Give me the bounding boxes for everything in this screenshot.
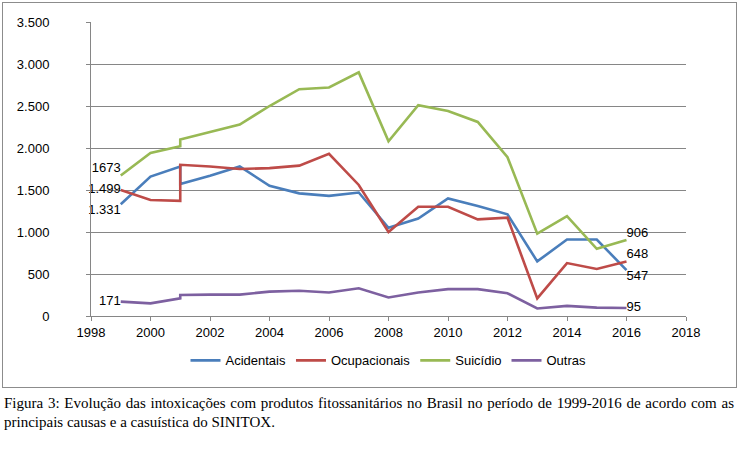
svg-text:1.000: 1.000 [17,225,50,240]
svg-text:1.499: 1.499 [88,181,121,196]
svg-text:Outras: Outras [546,353,586,368]
svg-text:2000: 2000 [136,325,165,340]
svg-text:1.500: 1.500 [17,183,50,198]
svg-text:2002: 2002 [196,325,225,340]
svg-text:0: 0 [42,309,49,324]
svg-text:95: 95 [627,299,641,314]
svg-text:3.000: 3.000 [17,57,50,72]
svg-text:171: 171 [99,293,121,308]
svg-text:3.500: 3.500 [17,15,50,30]
svg-text:Ocupacionais: Ocupacionais [331,353,410,368]
svg-text:Suicídio: Suicídio [455,353,501,368]
svg-text:500: 500 [28,267,50,282]
svg-text:1.331: 1.331 [88,202,121,217]
svg-text:2004: 2004 [255,325,284,340]
svg-text:906: 906 [627,225,649,240]
svg-text:2006: 2006 [315,325,344,340]
svg-text:2010: 2010 [434,325,463,340]
html-text:Figura 3: Evolução das intoxic: Figura 3: Evolução das intoxicações com … [4,395,734,430]
svg-text:2008: 2008 [374,325,403,340]
svg-text:Acidentais: Acidentais [226,353,286,368]
svg-text:648: 648 [627,246,649,261]
svg-text:2.000: 2.000 [17,141,50,156]
svg-text:2.500: 2.500 [17,99,50,114]
svg-text:2014: 2014 [553,325,582,340]
svg-text:1673: 1673 [92,160,121,175]
svg-text:2012: 2012 [493,325,522,340]
svg-text:2018: 2018 [672,325,701,340]
svg-text:2016: 2016 [612,325,641,340]
svg-text:547: 547 [627,268,649,283]
svg-text:1998: 1998 [77,325,106,340]
